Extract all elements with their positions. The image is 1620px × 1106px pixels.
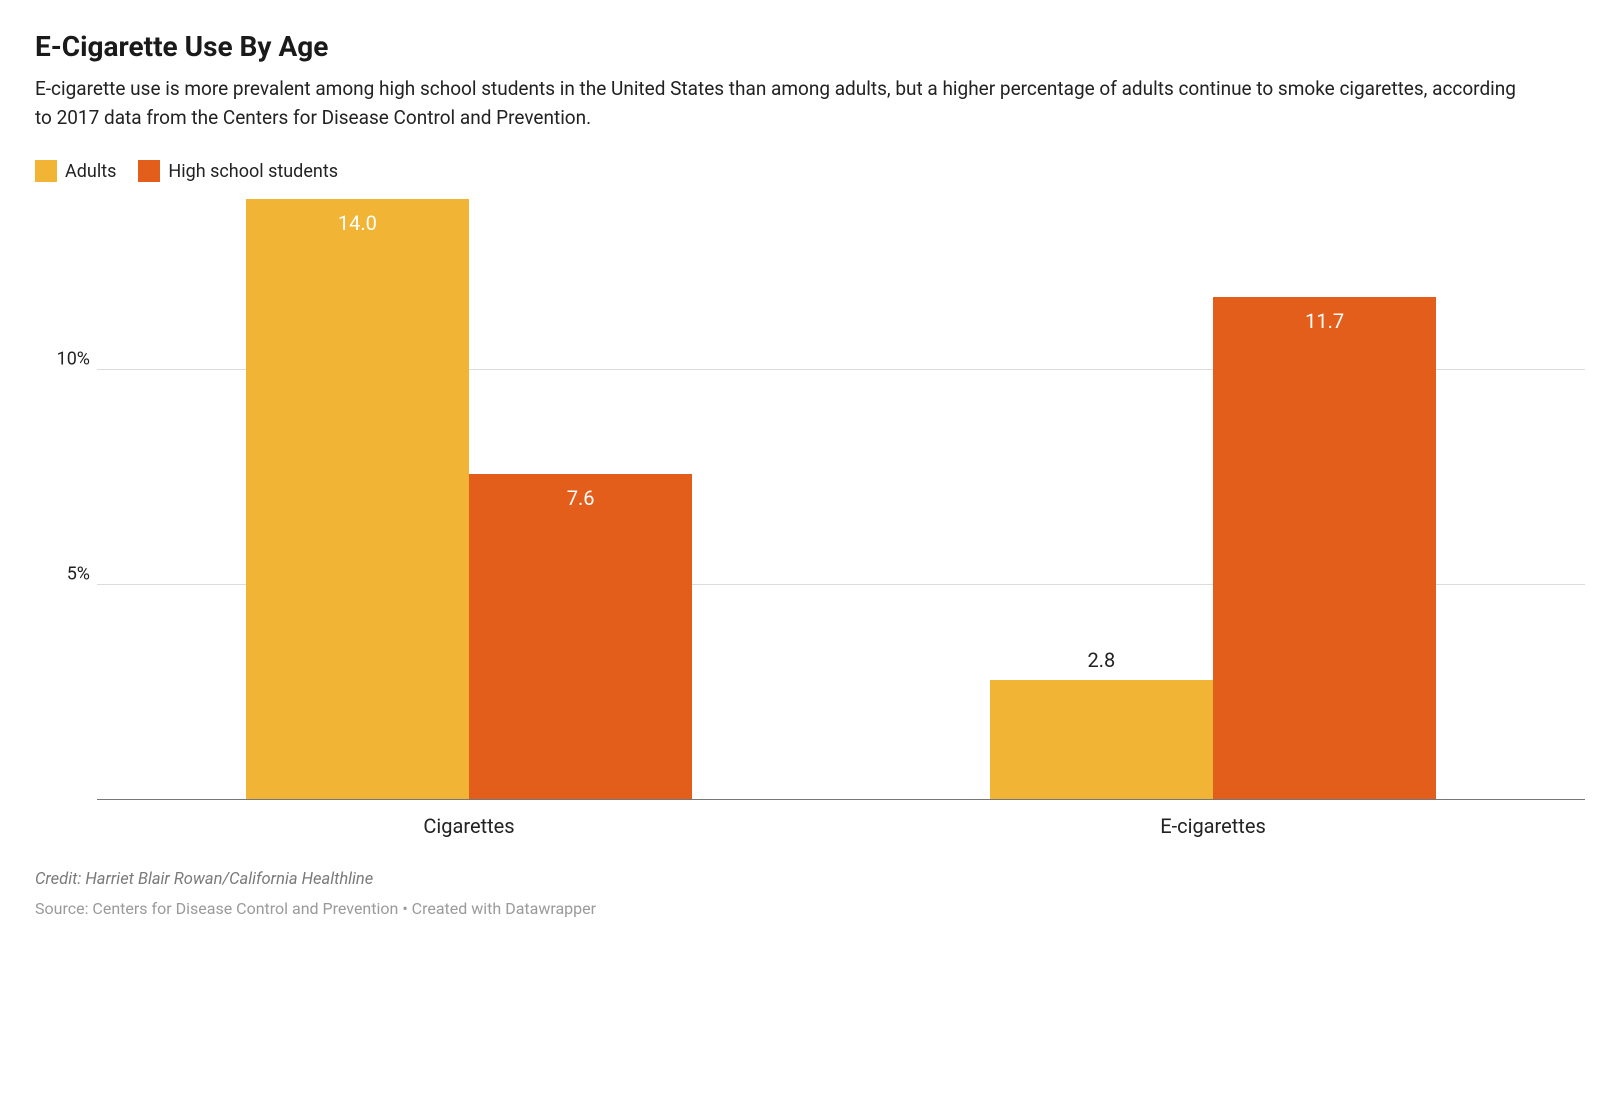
ylabel-10: 10%	[35, 349, 90, 370]
value-ecigarettes-students: 11.7	[1213, 309, 1436, 333]
group-ecigarettes: 2.8 11.7	[841, 190, 1585, 800]
legend: Adults High school students	[35, 160, 1585, 182]
value-cigarettes-students: 7.6	[469, 486, 692, 510]
value-ecigarettes-adults: 2.8	[990, 648, 1213, 672]
ylabel-5: 5%	[35, 564, 90, 585]
chart-subtitle: E-cigarette use is more prevalent among …	[35, 75, 1535, 132]
x-axis: Cigarettes E-cigarettes	[97, 814, 1585, 838]
value-cigarettes-adults: 14.0	[246, 211, 469, 235]
bar-ecigarettes-students: 11.7	[1213, 297, 1436, 800]
source-line: Source: Centers for Disease Control and …	[35, 899, 1585, 918]
xlabel-cigarettes: Cigarettes	[97, 814, 841, 838]
credit-line: Credit: Harriet Blair Rowan/California H…	[35, 870, 1585, 889]
group-cigarettes: 14.0 7.6	[97, 190, 841, 800]
legend-label-high-school: High school students	[168, 161, 338, 182]
legend-swatch-adults	[35, 160, 57, 182]
plot: 5% 10% 14.0 7.6 2.8 11.7	[35, 190, 1585, 800]
legend-swatch-high-school	[138, 160, 160, 182]
legend-item-adults: Adults	[35, 160, 116, 182]
legend-item-high-school: High school students	[138, 160, 338, 182]
chart-title: E-Cigarette Use By Age	[35, 30, 1585, 63]
baseline	[97, 799, 1585, 800]
bar-cigarettes-students: 7.6	[469, 474, 692, 800]
bar-ecigarettes-adults: 2.8	[990, 680, 1213, 800]
xlabel-ecigarettes: E-cigarettes	[841, 814, 1585, 838]
legend-label-adults: Adults	[65, 161, 116, 182]
plot-area: 5% 10% 14.0 7.6 2.8 11.7	[35, 190, 1585, 838]
bar-cigarettes-adults: 14.0	[246, 199, 469, 800]
bar-groups: 14.0 7.6 2.8 11.7	[97, 190, 1585, 800]
